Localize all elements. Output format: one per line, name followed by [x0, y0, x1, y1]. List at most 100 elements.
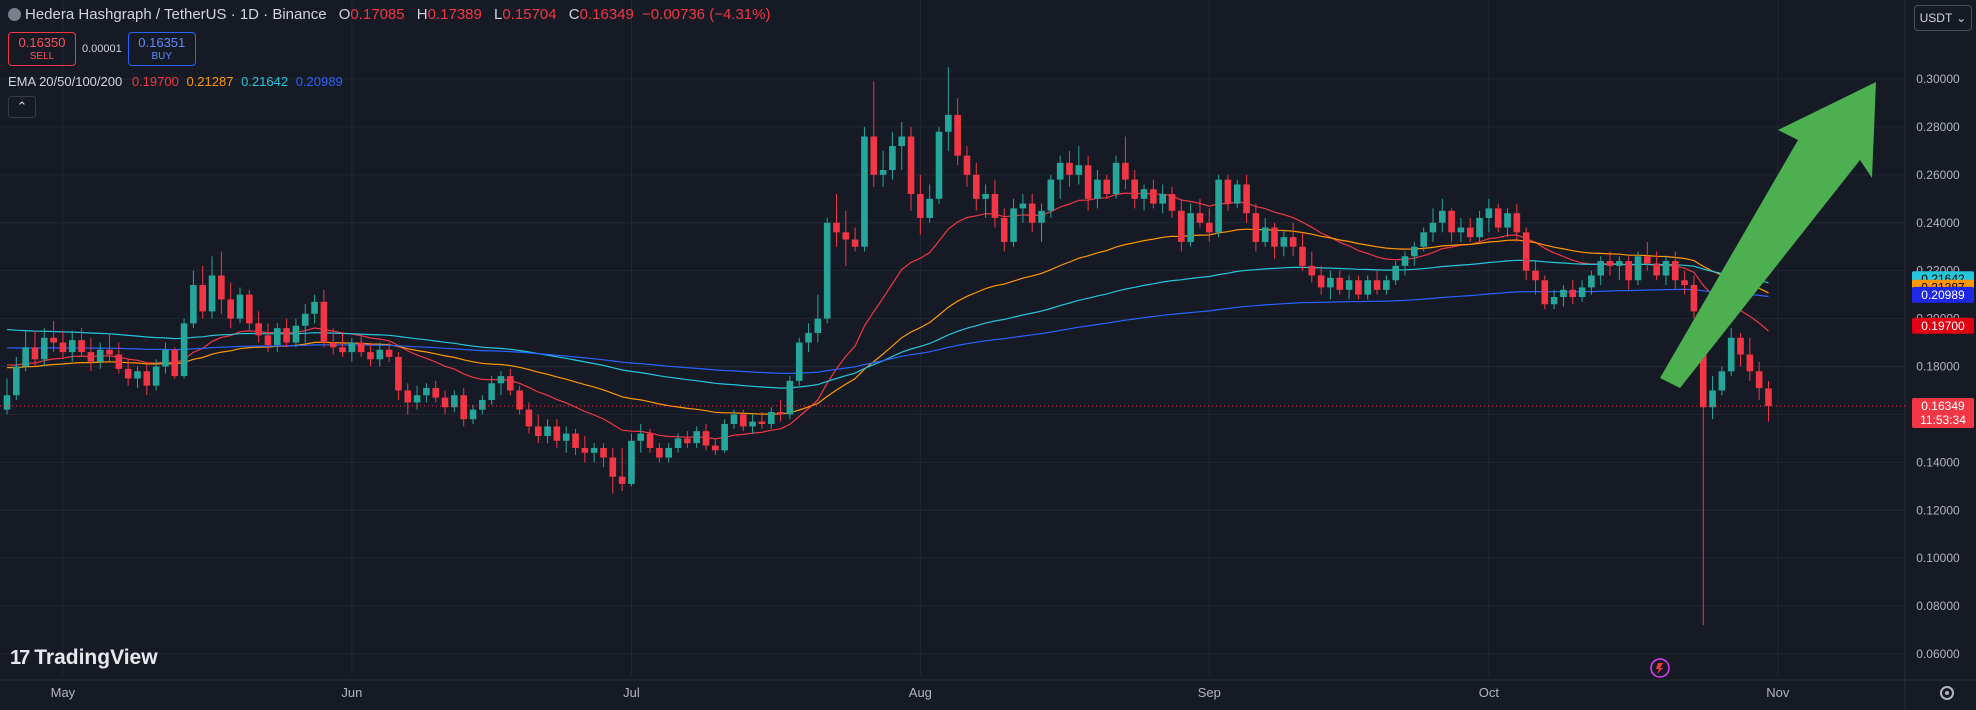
- candle-body: [991, 194, 999, 218]
- candle-body: [721, 424, 728, 451]
- candle-body: [525, 409, 533, 427]
- candle: [1345, 275, 1353, 300]
- candle-body: [1047, 179, 1055, 211]
- candle: [395, 352, 402, 401]
- x-tick-label: Sep: [1198, 685, 1221, 700]
- candle-body: [479, 400, 486, 410]
- candle-body: [1233, 184, 1241, 204]
- ema20-price-tag-bg: [1912, 317, 1974, 334]
- candle-body: [1476, 217, 1483, 238]
- candle-body: [1653, 263, 1660, 276]
- candle-body: [609, 457, 617, 477]
- candle-body: [1066, 162, 1073, 175]
- candle-body: [879, 170, 887, 175]
- ema200-price-tag: 0.20989: [1921, 288, 1965, 302]
- candle-body: [469, 409, 477, 420]
- currency-select[interactable]: USDT ⌄: [1914, 5, 1972, 31]
- candle-body: [795, 342, 803, 381]
- y-tick-label: 0.30000: [1916, 72, 1960, 86]
- ema-legend[interactable]: EMA 20/50/100/200 0.19700 0.21287 0.2164…: [8, 74, 343, 89]
- candle-body: [1616, 261, 1623, 266]
- candle: [497, 371, 505, 396]
- x-tick-label: Jun: [341, 685, 362, 700]
- candle-body: [395, 356, 402, 391]
- candle-body: [311, 301, 318, 314]
- candle-body: [1709, 390, 1716, 408]
- candle: [795, 337, 803, 386]
- candle-body: [1355, 280, 1362, 295]
- candle-body: [1336, 277, 1344, 290]
- candle-body: [1261, 227, 1269, 242]
- settings-icon: [1940, 686, 1954, 700]
- candle-body: [1215, 179, 1222, 233]
- candle: [1019, 194, 1027, 223]
- candle-body: [702, 431, 710, 446]
- ema100-line: [6, 259, 1769, 389]
- candle: [255, 311, 262, 343]
- candle-body: [1429, 222, 1437, 233]
- candle-body: [712, 445, 719, 451]
- candle-body: [208, 275, 216, 312]
- candle-body: [339, 347, 346, 353]
- candle-body: [376, 349, 384, 360]
- candle: [1513, 203, 1521, 242]
- candle-body: [1140, 189, 1148, 199]
- sell-button[interactable]: 0.16350 SELL: [8, 32, 76, 66]
- candle-body: [1681, 280, 1688, 286]
- candle-body: [488, 383, 495, 401]
- candle: [1746, 337, 1754, 381]
- candle: [227, 282, 234, 329]
- candle-body: [199, 285, 207, 312]
- candle-body: [40, 337, 48, 360]
- candle-body: [1671, 261, 1679, 281]
- candle-body: [171, 349, 179, 377]
- candle-body: [1411, 246, 1418, 257]
- candle: [721, 419, 728, 453]
- candle: [357, 335, 365, 357]
- candle: [898, 122, 906, 171]
- candle: [637, 424, 645, 453]
- candle: [96, 342, 104, 369]
- candle-body: [1644, 256, 1651, 264]
- candle: [879, 150, 887, 187]
- candle-body: [665, 447, 673, 458]
- candle: [1755, 361, 1763, 401]
- candle: [1187, 203, 1194, 247]
- candle: [423, 383, 430, 403]
- candle: [870, 81, 878, 187]
- candle-body: [739, 414, 747, 427]
- candle: [3, 378, 11, 415]
- ema100-value: 0.21642: [241, 74, 289, 89]
- candle-body: [646, 433, 654, 448]
- candle: [1466, 217, 1474, 242]
- candle-body: [1252, 213, 1260, 242]
- candle: [283, 318, 290, 348]
- candle-body: [581, 447, 589, 453]
- candle-body: [124, 368, 132, 379]
- candle: [208, 256, 216, 319]
- candle-body: [506, 376, 514, 391]
- candle: [1233, 179, 1241, 209]
- candle: [935, 126, 943, 204]
- green-arrow-icon: [1660, 82, 1876, 388]
- candle-body: [777, 412, 784, 415]
- countdown-tag: 11:53:34: [1920, 413, 1966, 427]
- candle: [1532, 261, 1539, 295]
- candle-body: [1420, 232, 1427, 247]
- buy-button[interactable]: 0.16351 BUY: [127, 32, 196, 66]
- candle-body: [59, 342, 67, 353]
- collapse-legend-button[interactable]: ⌃: [8, 96, 36, 118]
- candle: [441, 390, 449, 415]
- candle-body: [730, 414, 738, 424]
- last-price-tag-bg: [1912, 398, 1974, 429]
- ema200-value: 0.20989: [295, 74, 343, 89]
- candle-body: [1457, 227, 1465, 233]
- candle-body: [1578, 287, 1586, 298]
- candle: [1588, 270, 1595, 295]
- candle-body: [1205, 222, 1213, 233]
- open-value: 0.17085: [350, 6, 405, 23]
- candle-body: [1383, 280, 1390, 290]
- x-tick-label: Aug: [909, 685, 932, 700]
- close-value: 0.16349: [579, 6, 634, 23]
